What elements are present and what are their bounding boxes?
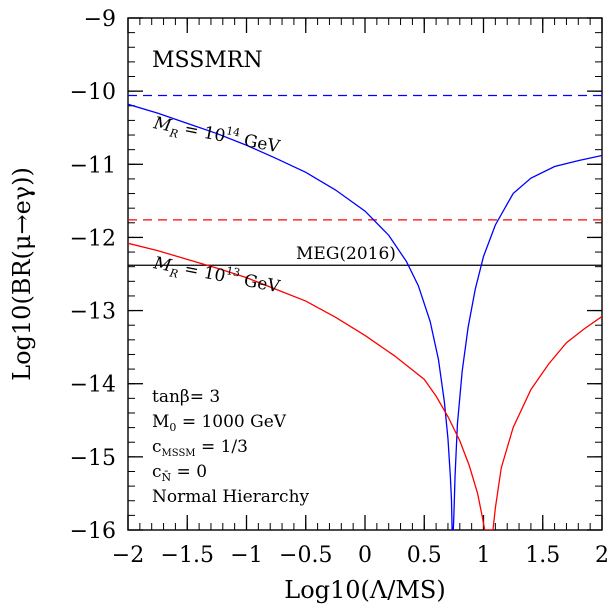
x-tick-labels: −2 −1.5 −1 −0.5 0 0.5 1 1.5 2: [112, 543, 609, 568]
x-tick-label: −0.5: [279, 543, 332, 568]
x-tick-label: −1.5: [161, 543, 214, 568]
series-line-mr14: [128, 103, 602, 530]
y-tick-label: −13: [70, 300, 116, 325]
x-tick-label: 0: [358, 543, 372, 568]
y-tick-labels: −9 −10 −11 −12 −13 −14 −15 −16: [70, 7, 116, 544]
mr14-label: MR = 1014 GeV: [150, 110, 282, 160]
major-ticks: [127, 17, 603, 531]
x-tick-label: −1: [230, 543, 262, 568]
y-tick-label: −14: [70, 373, 116, 398]
y-tick-label: −16: [70, 519, 116, 544]
param-cmssm: cMSSM = 1/3: [152, 437, 248, 459]
y-tick-label: −10: [70, 80, 116, 105]
y-tick-label: −9: [84, 7, 116, 32]
meg-label: MEG(2016): [296, 244, 396, 264]
y-axis-title: Log10(BR(μ→eγ)): [8, 167, 36, 381]
y-tick-label: −15: [70, 446, 116, 471]
param-hierarchy: Normal Hierarchy: [152, 487, 310, 507]
x-tick-label: 1: [477, 543, 491, 568]
x-tick-label: 1.5: [525, 543, 560, 568]
param-cn: cN̄ = 0: [152, 462, 207, 484]
x-tick-label: 0.5: [407, 543, 442, 568]
mr13-label: MR = 1013 GeV: [150, 250, 282, 300]
x-tick-label: 2: [595, 543, 609, 568]
y-tick-label: −11: [70, 153, 116, 178]
x-axis-title: Log10(Λ/MS): [284, 576, 445, 604]
param-m0: M0 = 1000 GeV: [152, 412, 287, 434]
model-label: MSSMRN: [152, 48, 263, 73]
x-tick-label: −2: [112, 543, 144, 568]
param-tanbeta: tanβ= 3: [152, 387, 220, 407]
y-tick-label: −12: [70, 226, 116, 251]
series-line-mr13: [128, 242, 602, 530]
series-lines: [128, 103, 602, 530]
